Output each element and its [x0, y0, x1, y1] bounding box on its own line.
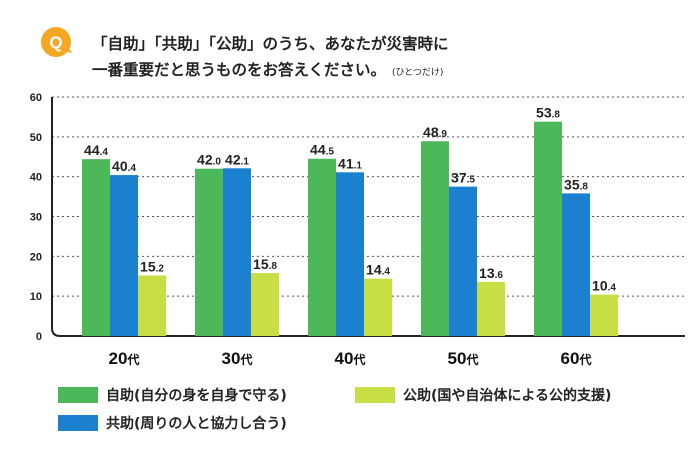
x-tick-label: 40代 [335, 349, 366, 368]
x-tick-label: 50代 [448, 349, 479, 368]
x-tick-label: 60代 [561, 349, 592, 368]
bar [110, 175, 138, 336]
y-tick-label: 60 [30, 92, 42, 104]
data-label: 37.5 [451, 170, 475, 186]
bar [336, 172, 364, 336]
bar [590, 294, 618, 336]
data-label: 44.4 [84, 142, 108, 158]
y-tick-label: 10 [30, 291, 42, 303]
legend-swatch-self-help [58, 387, 98, 403]
data-label: 35.8 [564, 176, 588, 192]
bar [421, 141, 449, 336]
bar [138, 275, 166, 336]
data-label: 13.6 [479, 265, 503, 281]
chart-title-line-2-text: 一番重要だと思うものをお答えください。 [92, 61, 387, 79]
question-badge-label: Q [49, 33, 62, 52]
y-tick-label: 50 [30, 132, 42, 144]
chart-title-note: (ひとつだけ) [392, 68, 444, 78]
legend-swatch-public-help [355, 387, 395, 403]
data-label: 48.9 [423, 124, 447, 140]
data-label: 53.8 [536, 105, 560, 121]
x-tick-label: 30代 [222, 349, 253, 368]
bar [562, 193, 590, 336]
legend-label-public-help: 公助(国や自治体による公的支援) [403, 388, 612, 404]
legend-item-mutual-help: 共助(周りの人と協力し合う) [58, 413, 287, 433]
y-tick-label: 20 [30, 251, 42, 263]
legend-item-self-help: 自助(自分の身を自身で守る) [58, 385, 287, 405]
bar [449, 186, 477, 336]
data-label: 40.4 [112, 158, 136, 174]
chart-title-line-1: 「自助」「共助」「公助」のうち、あなたが災害時に [92, 35, 449, 53]
y-tick-label: 0 [36, 331, 42, 343]
bar [251, 273, 279, 336]
data-label: 10.4 [592, 278, 616, 294]
bar [477, 281, 505, 336]
data-label: 14.4 [366, 262, 390, 278]
legend-label-self-help: 自助(自分の身を自身で守る) [106, 388, 287, 404]
bar [82, 159, 110, 336]
data-label: 41.1 [338, 155, 362, 171]
question-badge-icon: Q [41, 27, 73, 57]
legend-item-public-help: 公助(国や自治体による公的支援) [355, 385, 611, 405]
chart-title-line-2: 一番重要だと思うものをお答えください。 (ひとつだけ) [92, 58, 443, 80]
bar [223, 168, 251, 336]
y-tick-label: 30 [30, 212, 42, 224]
data-label: 42.0 [197, 152, 221, 168]
y-tick-label: 40 [30, 172, 42, 184]
bar [308, 158, 336, 336]
legend-swatch-mutual-help [58, 415, 98, 431]
legend-label-mutual-help: 共助(周りの人と協力し合う) [106, 416, 287, 432]
data-label: 42.1 [225, 151, 249, 167]
bar [534, 121, 562, 337]
x-tick-label: 20代 [109, 349, 140, 368]
data-label: 15.2 [140, 258, 164, 274]
bar [364, 278, 392, 336]
bar [195, 168, 223, 336]
data-label: 15.8 [253, 256, 277, 272]
axis-line [51, 97, 685, 337]
data-label: 44.5 [310, 142, 334, 158]
